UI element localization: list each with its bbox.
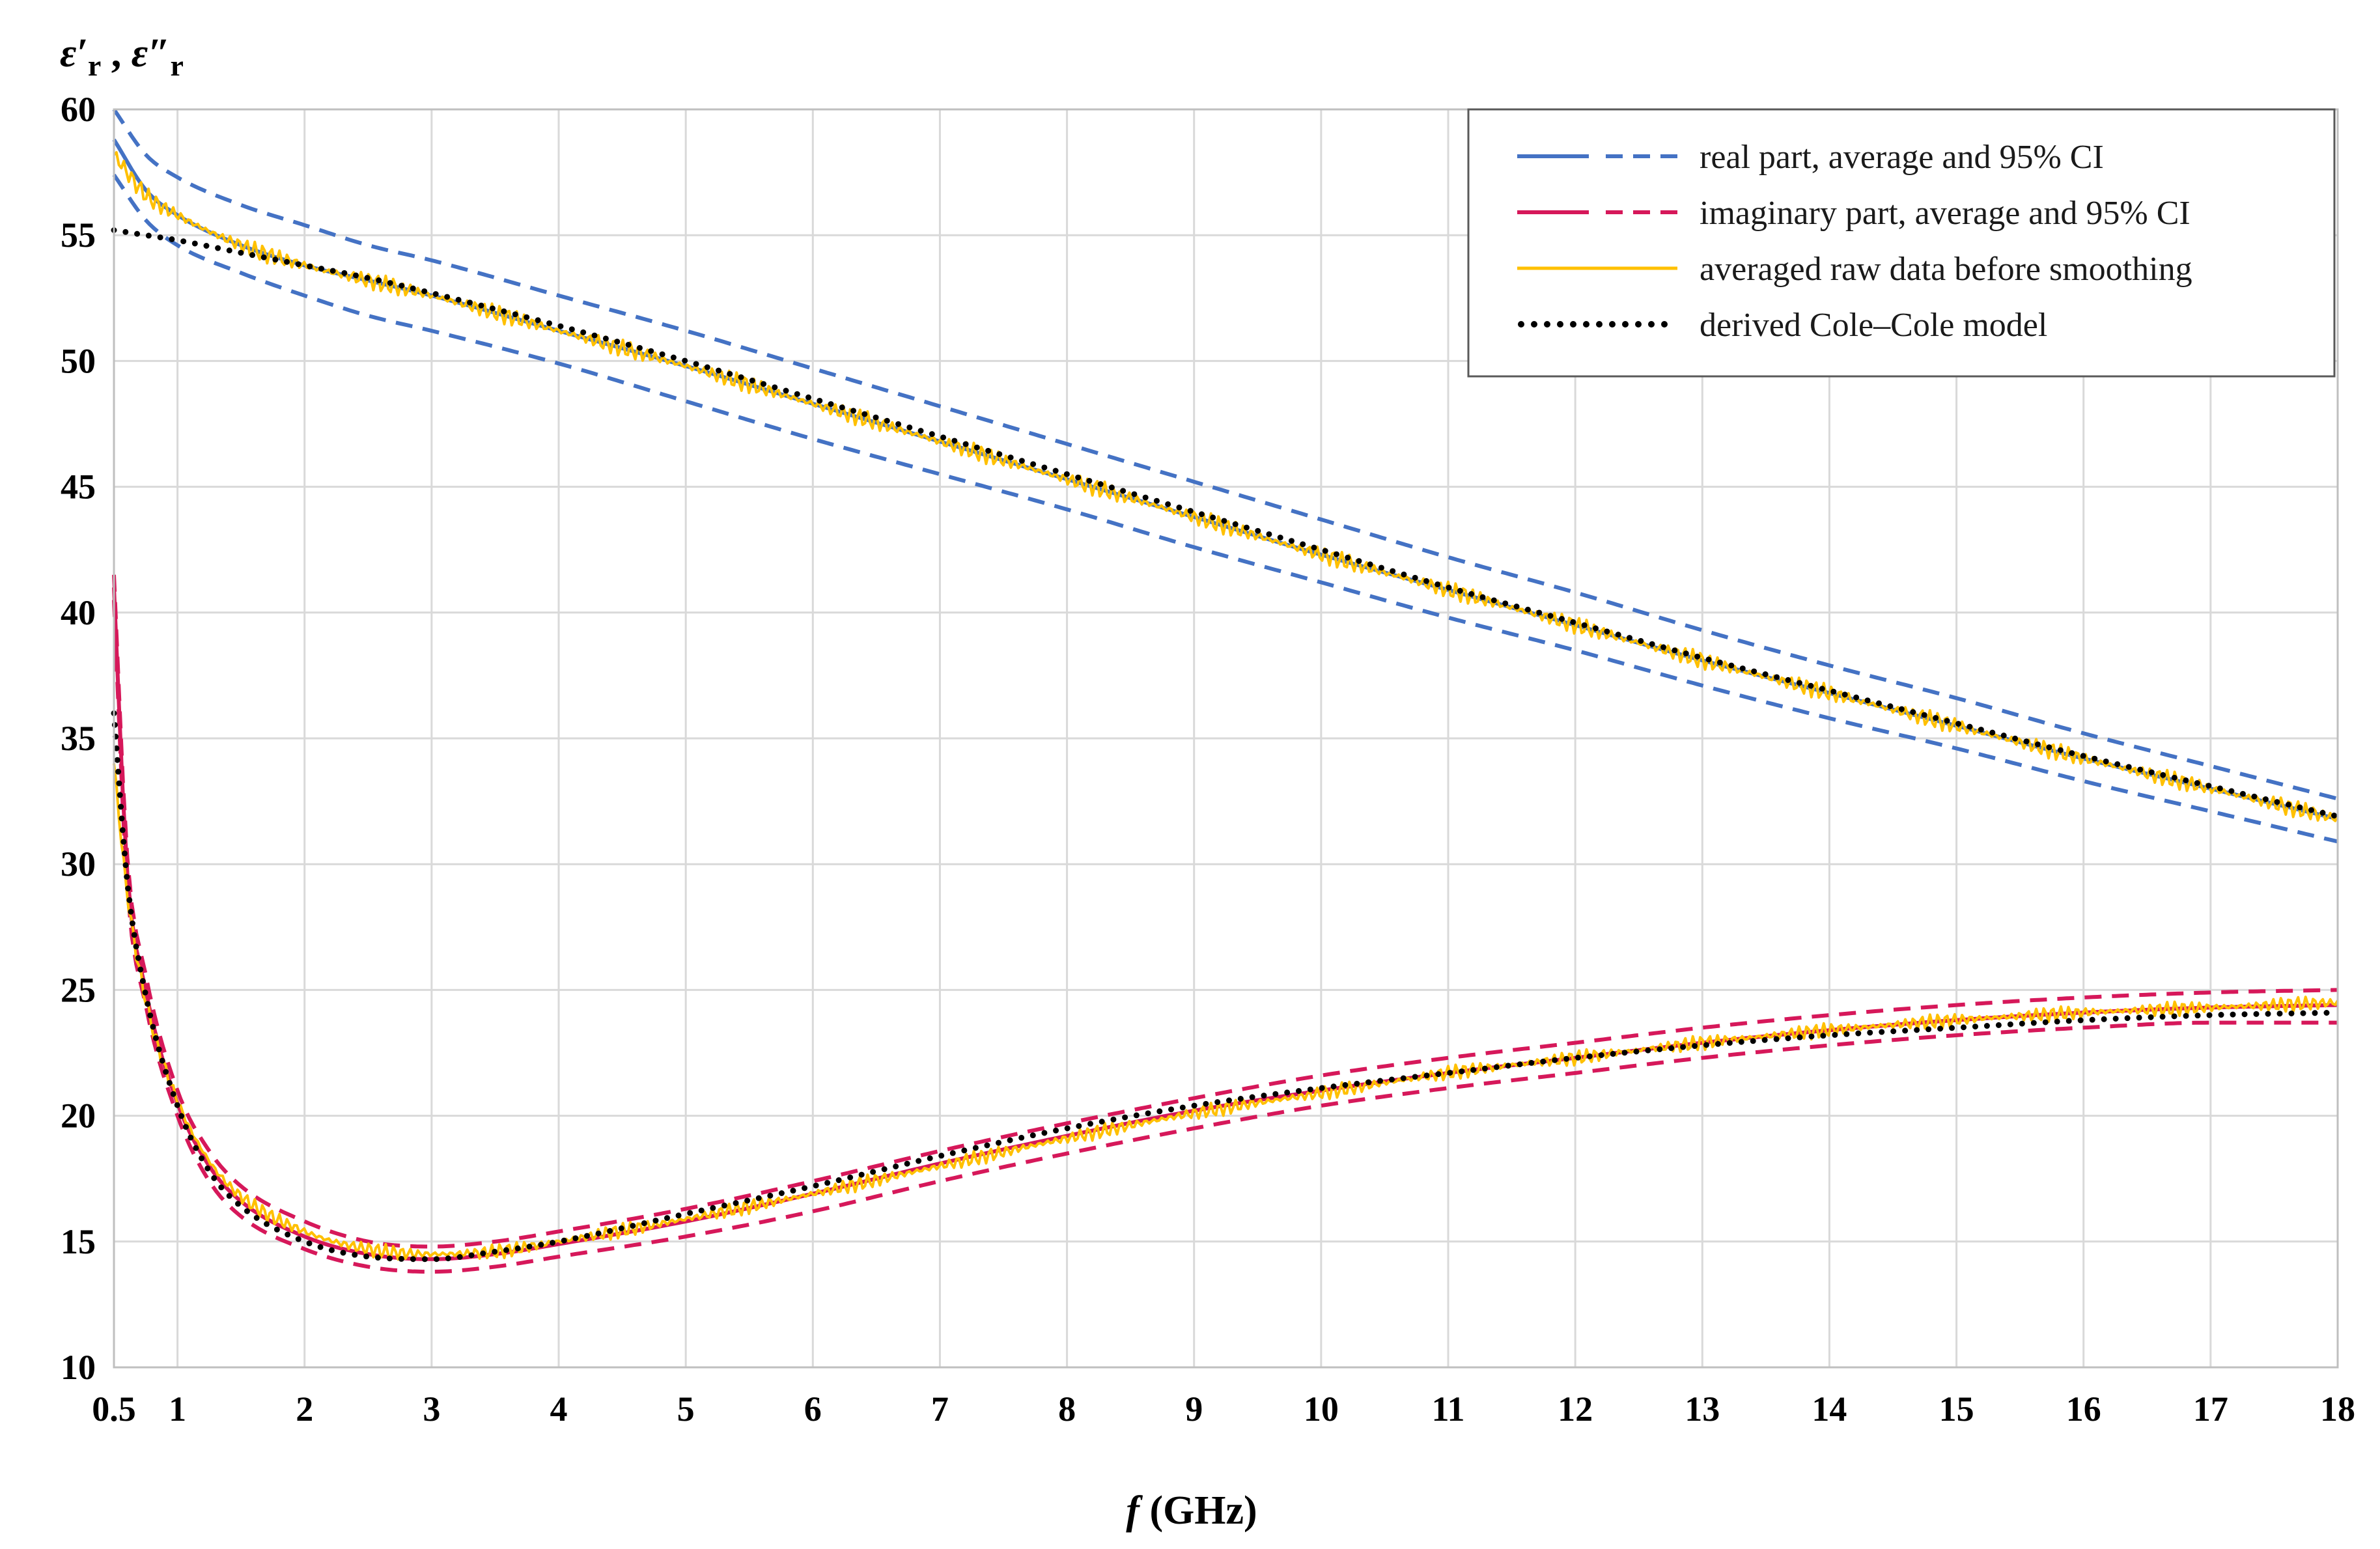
x-tick-label-6: 6 — [804, 1389, 822, 1429]
legend-label-3: derived Cole–Cole model — [1700, 307, 2047, 344]
x-tick-label-18: 18 — [2320, 1389, 2355, 1429]
x-tick-label-15: 15 — [1939, 1389, 1974, 1429]
x-tick-label-8: 8 — [1058, 1389, 1076, 1429]
y-title-sub2: r — [170, 49, 183, 82]
x-axis-tick-labels: 0.5 1 2 3 4 5 6 7 8 9 10 11 12 13 14 15 16 17 18 — [92, 1389, 2355, 1429]
y-tick-label-5: 35 — [61, 719, 96, 758]
legend-items: real part, average and 95% CI imaginary p… — [1517, 139, 2192, 344]
y-title-eps1: ε — [60, 31, 76, 76]
y-tick-label-3: 25 — [61, 970, 96, 1009]
series-line-2 — [112, 173, 2338, 844]
x-tick-label-16: 16 — [2066, 1389, 2101, 1429]
y-title-sub1: r — [88, 49, 101, 82]
x-tick-label-14: 14 — [1812, 1389, 1847, 1429]
y-title-eps2: ε — [132, 31, 148, 76]
series-line-6 — [112, 574, 2338, 1249]
y-tick-label-6: 40 — [61, 593, 96, 632]
y-title-sep: , — [101, 31, 132, 76]
x-tick-label-2: 2 — [296, 1389, 313, 1429]
legend-label-1: imaginary part, average and 95% CI — [1700, 195, 2191, 232]
y-title-dprime: ″ — [148, 31, 170, 76]
legend-label-0: real part, average and 95% CI — [1700, 139, 2104, 176]
legend-label-2: averaged raw data before smoothing — [1700, 251, 2192, 288]
x-tick-label-9: 9 — [1185, 1389, 1203, 1429]
y-tick-label-7: 45 — [61, 467, 96, 507]
series-line-7 — [112, 600, 2338, 1274]
x-tick-label-11: 11 — [1431, 1389, 1464, 1429]
legend-box — [1467, 108, 2336, 378]
x-tick-label-7: 7 — [931, 1389, 949, 1429]
x-axis-title: f (GHz) — [1126, 1488, 1257, 1533]
series-line-4 — [111, 227, 2341, 820]
x-tick-label-5: 5 — [677, 1389, 695, 1429]
series-line-9 — [111, 710, 2341, 1263]
x-tick-label-4: 4 — [550, 1389, 568, 1429]
series-line-1 — [112, 108, 2338, 801]
x-tick-label-12: 12 — [1558, 1389, 1593, 1429]
x-tick-label-3: 3 — [423, 1389, 440, 1429]
y-tick-label-8: 50 — [61, 341, 96, 380]
x-tick-label-10: 10 — [1304, 1389, 1339, 1429]
series-line-5 — [112, 587, 2338, 1261]
x-tick-label-17: 17 — [2193, 1389, 2228, 1429]
x-tick-label-13: 13 — [1685, 1389, 1720, 1429]
plot-frame — [113, 108, 2339, 1369]
x-tick-label-0: 0.5 — [92, 1389, 136, 1429]
y-axis-tick-labels: 10 15 20 25 30 35 40 45 50 55 60 — [61, 90, 96, 1387]
y-tick-label-1: 15 — [61, 1222, 96, 1261]
y-tick-label-9: 55 — [61, 216, 96, 255]
y-tick-label-10: 60 — [61, 90, 96, 129]
y-axis-title: ε′r , ε″r — [60, 31, 184, 82]
x-title-unit: (GHz) — [1140, 1488, 1257, 1533]
y-tick-label-2: 20 — [61, 1096, 96, 1136]
series-lines — [111, 108, 2341, 1274]
series-line-8 — [113, 763, 2339, 1261]
y-tick-label-0: 10 — [61, 1348, 96, 1387]
legend: real part, average and 95% CI imaginary p… — [1467, 108, 2336, 378]
y-title-prime: ′ — [76, 31, 87, 76]
y-tick-label-4: 30 — [61, 844, 96, 884]
x-tick-label-1: 1 — [169, 1389, 186, 1429]
